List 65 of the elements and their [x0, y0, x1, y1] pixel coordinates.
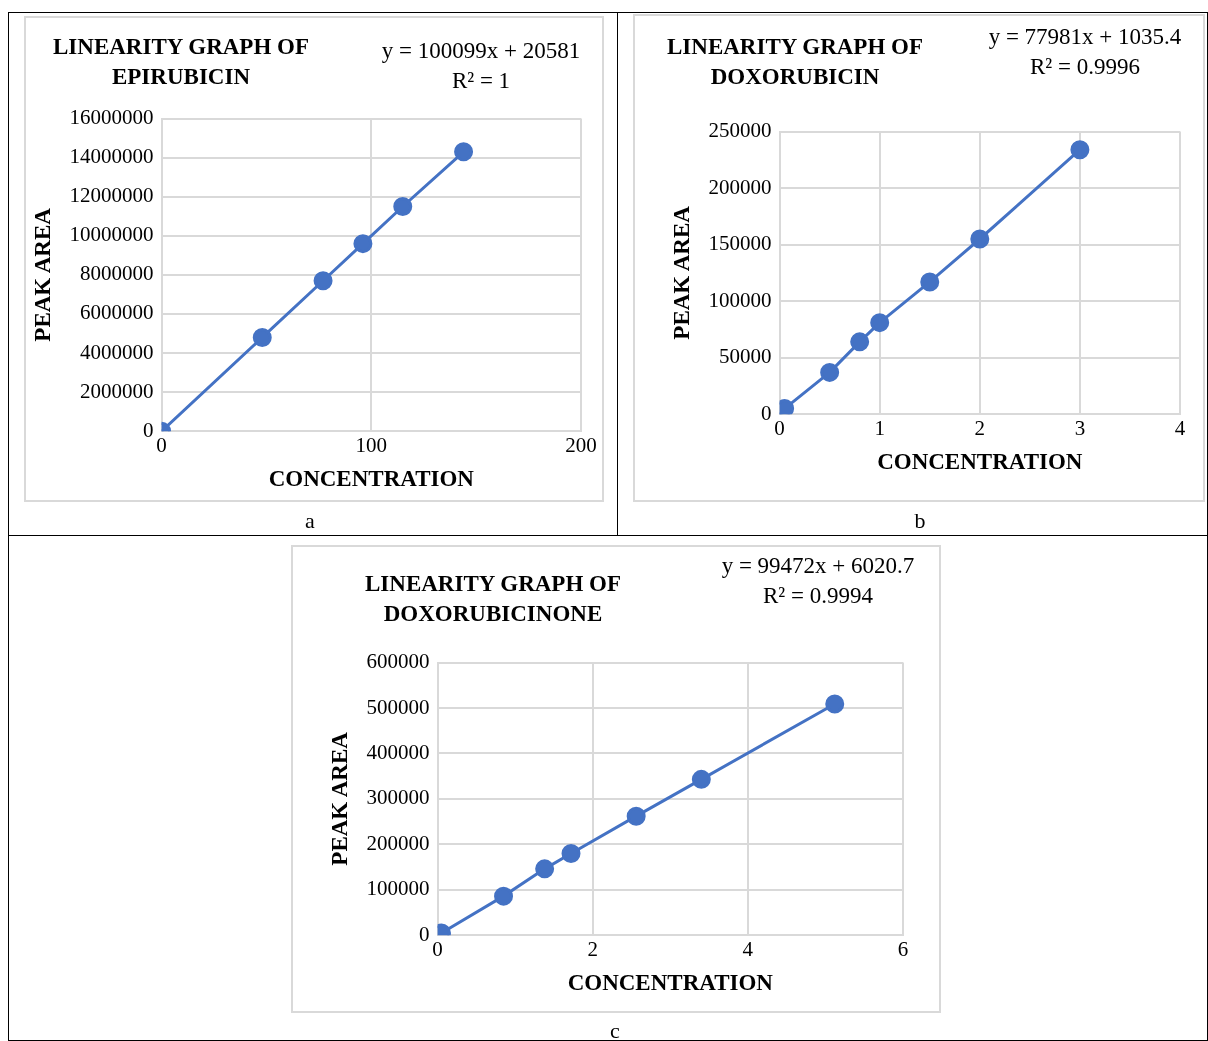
y-tick-label: 150000 — [708, 231, 772, 256]
y-tick-label: 8000000 — [80, 261, 154, 286]
x-tick-label: 2 — [974, 416, 986, 441]
point — [313, 271, 333, 291]
text: R² = 1 — [451, 68, 511, 93]
x-tick-label: 200 — [565, 433, 597, 458]
text: y = 100099x + 20581 — [381, 38, 581, 63]
y-tick-label: 4000000 — [80, 339, 154, 364]
y-tick-label: 6000000 — [80, 300, 154, 325]
point — [920, 272, 940, 292]
y-tick-label: 250000 — [708, 118, 772, 143]
point — [626, 806, 646, 826]
y-tick-label: 0 — [761, 400, 772, 425]
y-tick-label: 400000 — [366, 739, 430, 764]
point — [850, 332, 870, 352]
y-tick-label: 50000 — [719, 344, 772, 369]
x-axis-title: CONCENTRATION — [268, 466, 475, 492]
y-tick-label: 2000000 — [80, 378, 154, 403]
x-tick-label: 1 — [874, 416, 885, 441]
y-tick-label: 200000 — [708, 174, 772, 199]
y-tick-label: 100000 — [366, 876, 430, 901]
y-tick-label: 0 — [419, 921, 430, 946]
x-tick-label: 100 — [355, 433, 388, 458]
point — [353, 234, 373, 254]
text: y = 77981x + 1035.4 — [988, 24, 1182, 49]
point — [970, 229, 990, 249]
point — [252, 327, 272, 347]
point — [870, 313, 890, 333]
x-axis-title: CONCENTRATION — [877, 449, 1083, 475]
point — [561, 843, 581, 863]
point — [454, 142, 474, 162]
y-tick-label: 100000 — [708, 287, 772, 312]
text: a — [304, 508, 316, 534]
point — [825, 694, 845, 714]
x-tick-label: 4 — [1174, 416, 1186, 441]
point — [1070, 140, 1090, 160]
point — [494, 886, 514, 906]
y-tick-label: 300000 — [366, 785, 430, 810]
y-tick-label: 200000 — [366, 830, 430, 855]
x-tick-label: 3 — [1074, 416, 1086, 441]
x-axis-title: CONCENTRATION — [567, 970, 774, 996]
y-tick-label: 12000000 — [69, 183, 154, 208]
y-tick-label: 600000 — [366, 649, 430, 674]
text: c — [609, 1018, 621, 1041]
point — [691, 769, 711, 789]
y-tick-label: 10000000 — [69, 222, 154, 247]
text: R² = 0.9994 — [763, 583, 873, 608]
point — [820, 362, 840, 382]
text: R² = 0.9996 — [1030, 54, 1140, 79]
y-tick-label: 16000000 — [69, 105, 154, 130]
y-tick-label: 500000 — [366, 694, 430, 719]
text: y = 99472x + 6020.7 — [721, 553, 915, 578]
x-tick-label: 6 — [897, 937, 909, 962]
chart-title: LINEARITY GRAPH OF DOXORUBICIN — [666, 33, 924, 91]
text: b — [913, 508, 927, 534]
y-axis-title: PEAK AREA — [326, 731, 352, 866]
x-tick-label: 4 — [742, 937, 754, 962]
chart-title: LINEARITY GRAPH OF EPIRUBICIN — [52, 33, 310, 91]
chart-title: LINEARITY GRAPH OF DOXORUBICINONE — [364, 570, 622, 628]
y-tick-label: 14000000 — [69, 144, 154, 169]
point — [535, 859, 555, 879]
point — [393, 197, 413, 217]
x-tick-label: 2 — [587, 937, 598, 962]
y-axis-title: PEAK AREA — [29, 207, 55, 342]
y-axis-title: PEAK AREA — [668, 205, 694, 340]
